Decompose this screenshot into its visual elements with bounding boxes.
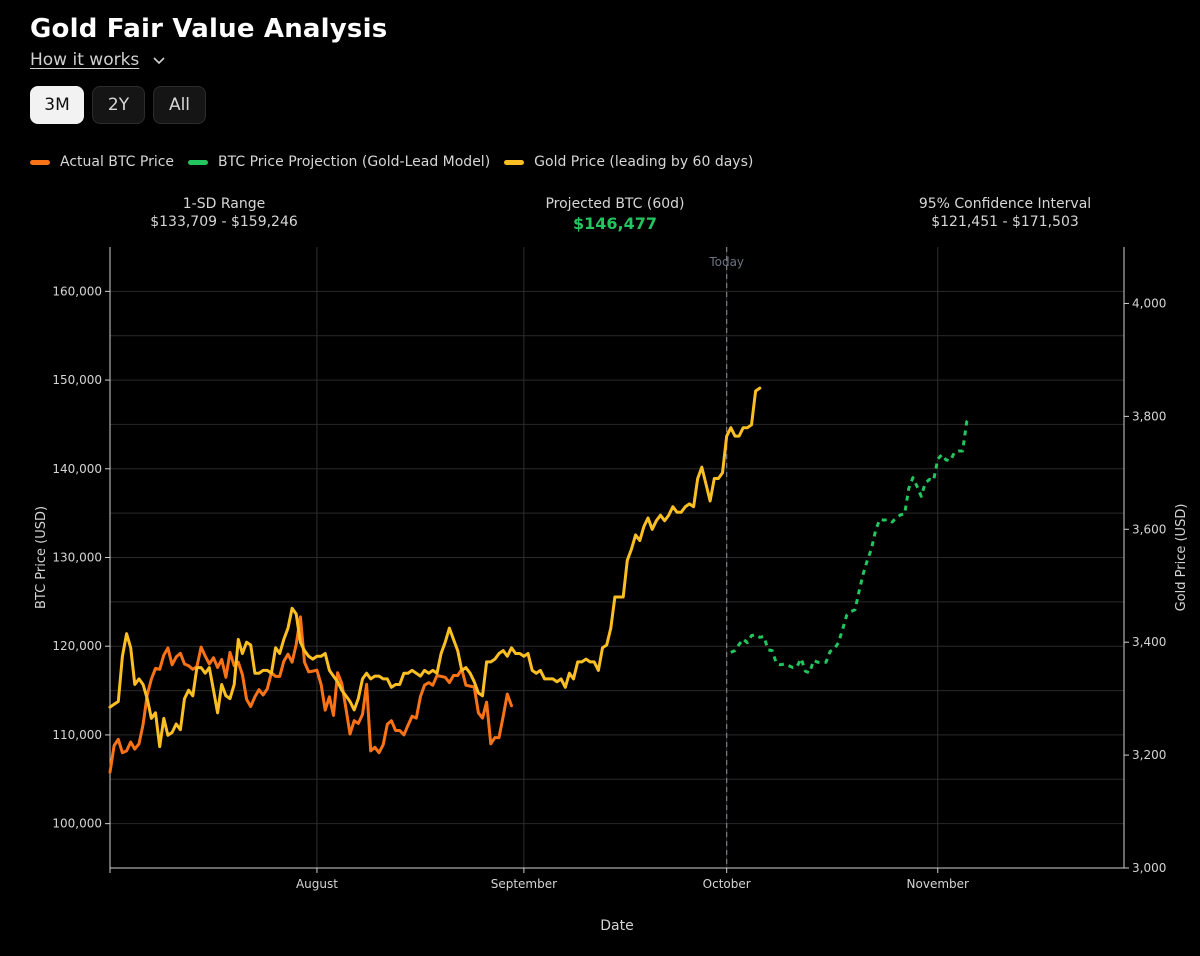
x-tick-label: September bbox=[491, 877, 557, 891]
legend-item-btc-projection[interactable]: BTC Price Projection (Gold-Lead Model) bbox=[188, 154, 490, 170]
how-it-works-label: How it works bbox=[30, 50, 140, 70]
range-2y-button[interactable]: 2Y bbox=[92, 86, 145, 124]
projected-btc-stat: Projected BTC (60d) $146,477 bbox=[500, 196, 730, 233]
sd-range-label: 1-SD Range bbox=[182, 196, 266, 212]
chart-legend: Actual BTC Price BTC Price Projection (G… bbox=[30, 154, 753, 170]
legend-item-actual-btc[interactable]: Actual BTC Price bbox=[30, 154, 174, 170]
chart-lines bbox=[108, 386, 972, 774]
confidence-interval-stat: 95% Confidence Interval $121,451 - $171,… bbox=[880, 196, 1130, 230]
y2-tick-label: 3,200 bbox=[1132, 748, 1166, 762]
range-selector: 3M 2Y All bbox=[30, 86, 206, 124]
y-tick-label: 100,000 bbox=[52, 817, 102, 831]
y-tick-label: 160,000 bbox=[52, 284, 102, 298]
y2-tick-label: 3,400 bbox=[1132, 635, 1166, 649]
sd-range-value: $133,709 - $159,246 bbox=[150, 214, 298, 230]
chevron-down-icon bbox=[153, 50, 165, 70]
y2-tick-label: 3,000 bbox=[1132, 861, 1166, 875]
y2-axis-title: Gold Price (USD) bbox=[1174, 504, 1189, 612]
legend-label-actual-btc: Actual BTC Price bbox=[60, 154, 175, 170]
today-marker-label: Today bbox=[708, 255, 744, 269]
range-3m-button[interactable]: 3M bbox=[30, 86, 84, 124]
chart-labels: 100,000 110,000 120,000 130,000 140,000 150,0… bbox=[34, 255, 1189, 934]
y-tick-label: 120,000 bbox=[52, 639, 102, 653]
page-title: Gold Fair Value Analysis bbox=[30, 14, 388, 44]
legend-item-gold-price[interactable]: Gold Price (leading by 60 days) bbox=[504, 154, 753, 170]
confidence-interval-label: 95% Confidence Interval bbox=[918, 196, 1092, 212]
series-actual-btc-price bbox=[108, 615, 513, 774]
projected-btc-label: Projected BTC (60d) bbox=[545, 196, 685, 212]
range-all-button[interactable]: All bbox=[153, 86, 206, 124]
how-it-works-toggle[interactable]: How it works bbox=[30, 50, 165, 70]
x-tick-label: October bbox=[703, 877, 751, 891]
y2-tick-label: 3,600 bbox=[1132, 522, 1166, 536]
projected-btc-value: $146,477 bbox=[572, 214, 657, 233]
x-tick-label: November bbox=[907, 877, 969, 891]
legend-label-btc-projection: BTC Price Projection (Gold-Lead Model) bbox=[218, 154, 491, 170]
legend-swatch-actual-btc bbox=[30, 159, 50, 165]
x-axis-title: Date bbox=[600, 918, 633, 934]
sd-range-stat: 1-SD Range $133,709 - $159,246 bbox=[124, 196, 324, 230]
y-tick-label: 130,000 bbox=[52, 551, 102, 565]
legend-swatch-gold-price bbox=[504, 159, 525, 165]
series-btc-price-projection-gold-lead-model bbox=[730, 416, 972, 675]
y-tick-label: 110,000 bbox=[52, 728, 102, 742]
chart-grid bbox=[110, 247, 1124, 868]
y-tick-label: 140,000 bbox=[52, 462, 102, 476]
confidence-interval-value: $121,451 - $171,503 bbox=[931, 214, 1079, 230]
x-tick-label: August bbox=[296, 877, 338, 891]
series-gold-price-leading-by-60-days bbox=[108, 386, 762, 749]
legend-label-gold-price: Gold Price (leading by 60 days) bbox=[534, 154, 754, 170]
legend-swatch-btc-projection bbox=[188, 159, 209, 165]
y-axis-title: BTC Price (USD) bbox=[34, 506, 49, 609]
y-tick-label: 150,000 bbox=[52, 373, 102, 387]
y2-tick-label: 3,800 bbox=[1132, 409, 1166, 423]
y2-tick-label: 4,000 bbox=[1132, 296, 1166, 310]
